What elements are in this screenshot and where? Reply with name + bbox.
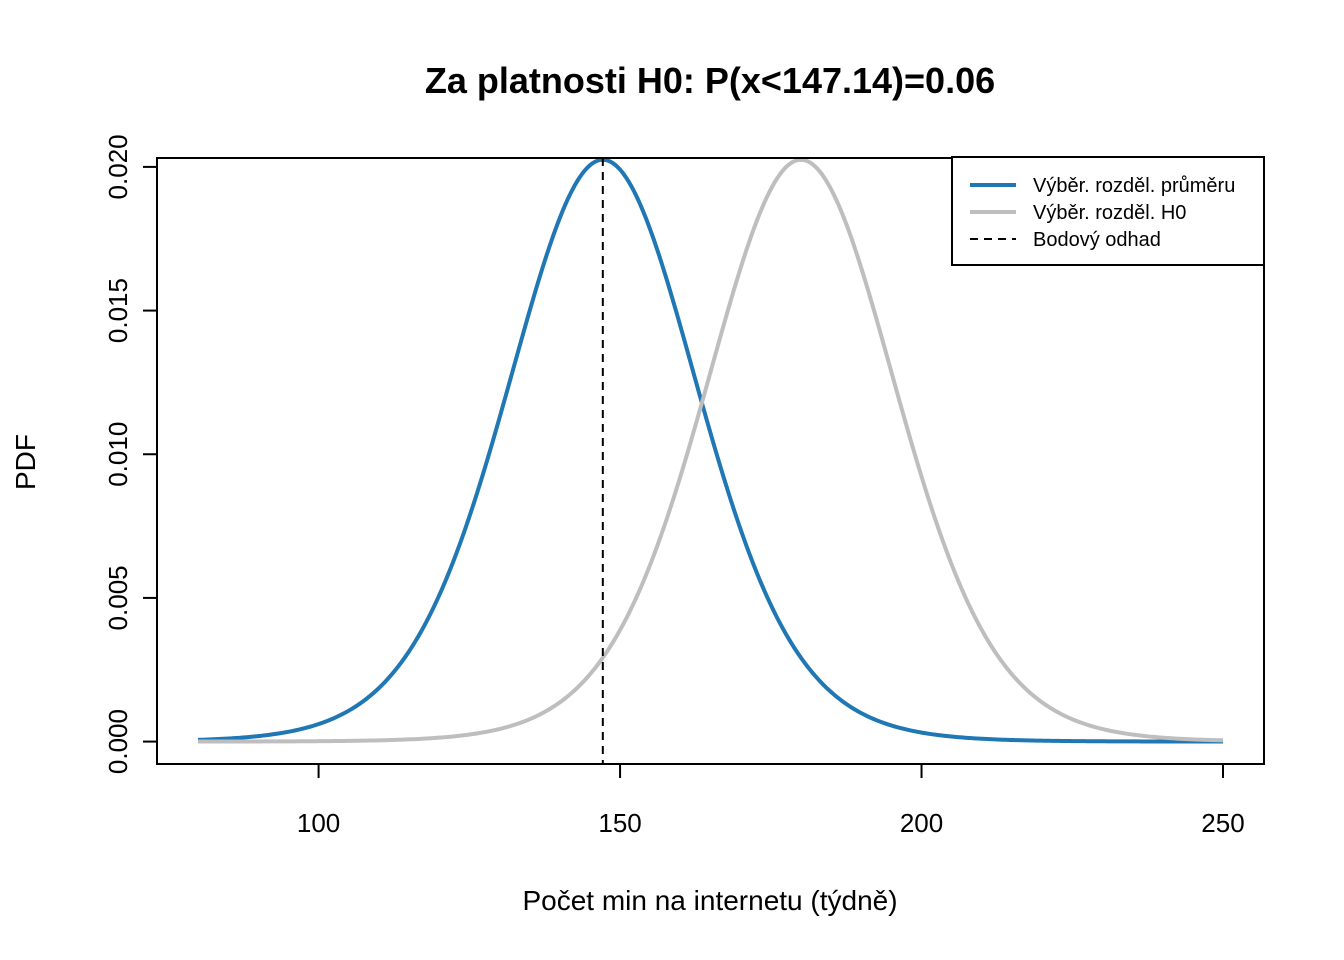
x-tick-label: 100 [297, 808, 340, 838]
legend-label-vyber-rozdel-prumeru: Výběr. rozděl. průměru [1033, 175, 1235, 197]
x-tick-label: 250 [1201, 808, 1244, 838]
legend: Výběr. rozděl. průměru Výběr. rozděl. H0… [951, 156, 1265, 266]
x-axis: 100 150 200 250 [297, 763, 1245, 838]
y-tick-label: 0.010 [103, 422, 133, 487]
y-tick-label: 0.020 [103, 134, 133, 199]
y-axis: 0.000 0.005 0.010 0.015 0.020 [103, 134, 158, 774]
x-tick-label: 150 [598, 808, 641, 838]
series-line-vyber-rozdel-prumeru [197, 157, 1223, 744]
x-tick-label: 200 [900, 808, 943, 838]
y-axis-title: PDF [10, 434, 41, 490]
series-line-vyber-rozdel-h0 [197, 157, 1224, 744]
y-tick-label: 0.000 [103, 709, 133, 774]
legend-label-bodovy-odhad: Bodový odhad [1033, 229, 1161, 251]
chart-title: Za platnosti H0: P(x<147.14)=0.06 [425, 60, 995, 101]
legend-label-vyber-rozdel-h0: Výběr. rozděl. H0 [1033, 202, 1186, 224]
y-tick-label: 0.015 [103, 278, 133, 343]
plot-area [197, 157, 1224, 764]
y-tick-label: 0.005 [103, 565, 133, 630]
x-axis-title: Počet min na internetu (týdně) [522, 885, 897, 916]
